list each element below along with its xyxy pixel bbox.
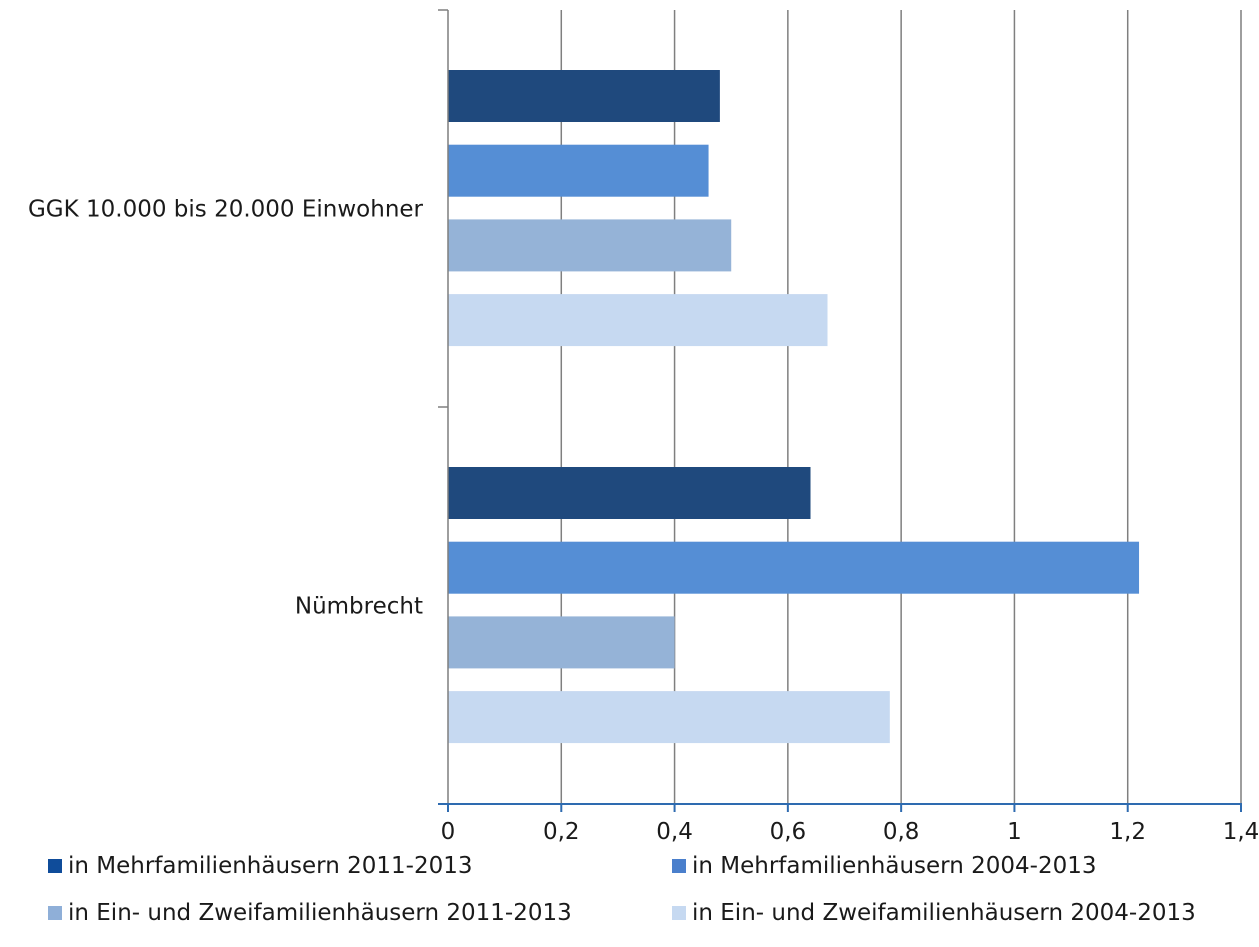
legend-item: in Mehrfamilienhäusern 2011-2013	[48, 849, 473, 883]
legend-item: in Mehrfamilienhäusern 2004-2013	[672, 849, 1097, 883]
x-tick-label: 0,6	[770, 819, 807, 845]
x-tick-label: 1,2	[1109, 819, 1146, 845]
x-tick-label: 1	[1007, 819, 1022, 845]
bars	[448, 70, 1140, 744]
bar	[448, 691, 890, 744]
x-tick-labels: 0 0,2 0,4 0,6 0,8 1 1,2 1,4	[441, 819, 1259, 845]
axes	[438, 9, 1242, 812]
legend-swatch	[672, 859, 686, 873]
x-tick-label: 0,8	[883, 819, 920, 845]
bar-chart: GGK 10.000 bis 20.000 Einwohner Nümbrecht…	[28, 9, 1259, 845]
bar	[448, 467, 811, 519]
legend-label: in Ein- und Zweifamilienhäusern 2004-201…	[692, 900, 1196, 926]
legend-label: in Mehrfamilienhäusern 2004-2013	[692, 853, 1097, 879]
category-label: GGK 10.000 bis 20.000 Einwohner	[28, 197, 424, 223]
bar	[448, 541, 1140, 594]
category-label: Nümbrecht	[295, 594, 423, 620]
legend-item: in Ein- und Zweifamilienhäusern 2011-201…	[48, 896, 572, 930]
legend-label: in Mehrfamilienhäusern 2011-2013	[68, 853, 473, 879]
bar	[448, 219, 732, 272]
x-tick-label: 0,4	[656, 819, 693, 845]
legend-swatch	[672, 906, 686, 920]
legend-label: in Ein- und Zweifamilienhäusern 2011-201…	[68, 900, 572, 926]
bar	[448, 294, 828, 347]
x-tick-label: 0,2	[543, 819, 580, 845]
legend-swatch	[48, 906, 62, 920]
legend: in Mehrfamilienhäusern 2011-2013 in Mehrf…	[0, 846, 1259, 946]
category-labels: GGK 10.000 bis 20.000 Einwohner Nümbrecht	[28, 197, 424, 620]
bar	[448, 616, 675, 669]
bar	[448, 144, 709, 197]
bar	[448, 70, 720, 122]
gridlines	[560, 10, 1242, 804]
x-tick-label: 0	[441, 819, 456, 845]
x-tick-label: 1,4	[1223, 819, 1259, 845]
legend-item: in Ein- und Zweifamilienhäusern 2004-201…	[672, 896, 1196, 930]
legend-swatch	[48, 859, 62, 873]
